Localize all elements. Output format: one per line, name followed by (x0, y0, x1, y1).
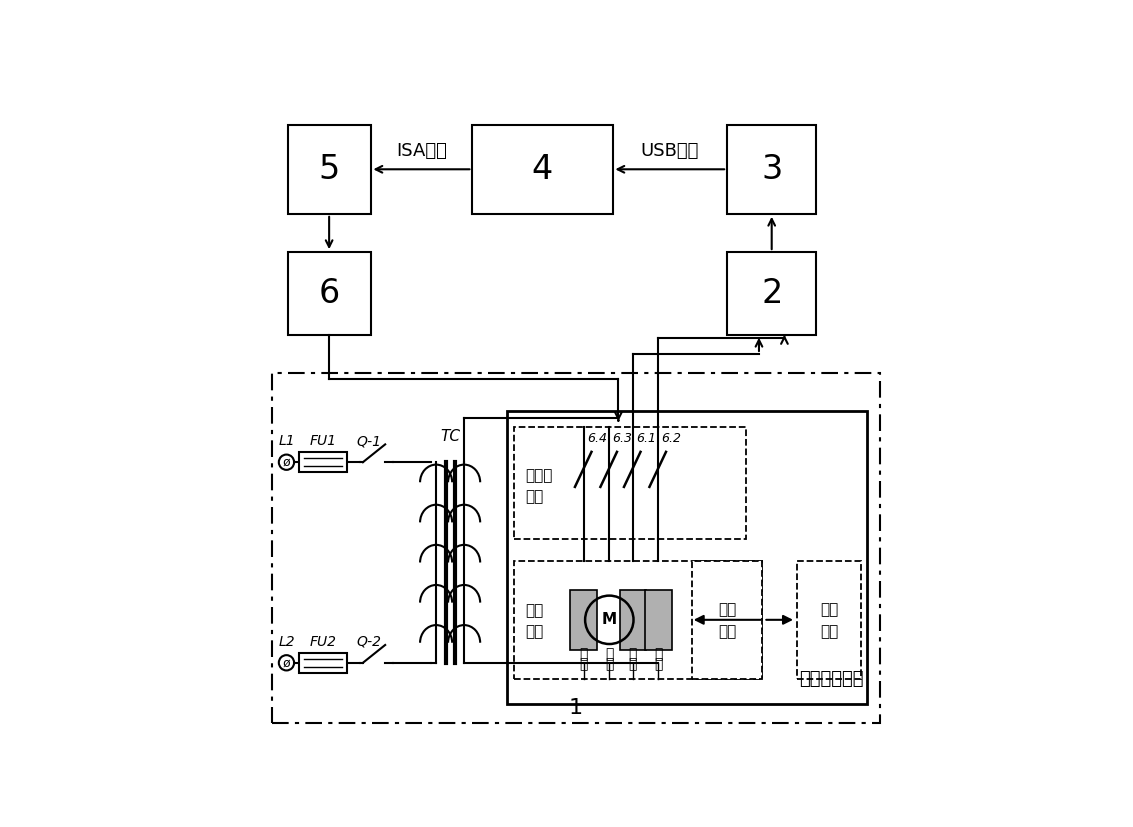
Text: 压: 压 (580, 657, 588, 671)
Bar (299, 452, 347, 472)
Text: FU2: FU2 (310, 635, 337, 649)
Text: ISA总线: ISA总线 (397, 141, 446, 160)
Text: 3: 3 (761, 153, 782, 186)
Bar (272, 373, 880, 724)
Text: 线圈: 线圈 (526, 624, 544, 638)
Bar (798, 561, 861, 679)
Text: 分: 分 (654, 647, 663, 661)
Text: 机构: 机构 (718, 624, 736, 638)
Bar (620, 590, 646, 650)
Text: 触点: 触点 (526, 490, 544, 504)
Text: 4: 4 (531, 153, 553, 186)
Text: TC: TC (440, 429, 460, 444)
Text: 操作: 操作 (718, 602, 736, 617)
Text: FU1: FU1 (310, 434, 337, 448)
Text: ø: ø (282, 657, 290, 669)
Text: 6.4: 6.4 (587, 433, 607, 445)
Text: L1: L1 (279, 434, 295, 448)
Bar (513, 561, 763, 679)
Bar (571, 590, 597, 650)
Text: 2: 2 (761, 277, 783, 310)
Text: 6.3: 6.3 (613, 433, 632, 445)
Text: 6.1: 6.1 (636, 433, 656, 445)
Text: M: M (602, 612, 616, 628)
Text: USB总线: USB总线 (640, 141, 699, 160)
Bar (692, 561, 763, 679)
Text: 能: 能 (605, 657, 613, 671)
Bar (288, 252, 370, 335)
Text: 继电器: 继电器 (526, 468, 553, 483)
Text: 系统: 系统 (820, 624, 838, 638)
Bar (299, 653, 347, 673)
Text: ø: ø (282, 456, 290, 469)
Text: 合: 合 (629, 647, 637, 661)
Text: 闸: 闸 (629, 657, 637, 671)
Text: 储: 储 (605, 647, 613, 661)
Bar (727, 125, 816, 214)
Bar (513, 428, 747, 538)
Text: 闸: 闸 (654, 657, 663, 671)
Text: Q-2: Q-2 (357, 635, 382, 649)
Bar (645, 590, 672, 650)
Bar (727, 252, 816, 335)
Text: 1: 1 (569, 698, 583, 718)
Text: 欠: 欠 (580, 647, 588, 661)
Text: 触头: 触头 (820, 602, 838, 617)
Bar (508, 411, 867, 705)
Bar (288, 125, 370, 214)
Text: Q-1: Q-1 (357, 434, 382, 448)
Text: 5: 5 (318, 153, 340, 186)
Text: 万能式断路器: 万能式断路器 (800, 670, 864, 688)
Text: 6: 6 (318, 277, 340, 310)
Text: 6.2: 6.2 (662, 433, 682, 445)
Text: L2: L2 (279, 635, 295, 649)
Text: 附件: 附件 (526, 603, 544, 618)
Bar (472, 125, 613, 214)
